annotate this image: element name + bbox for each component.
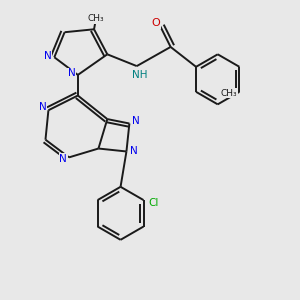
- Text: CH₃: CH₃: [221, 89, 237, 98]
- Text: N: N: [68, 68, 75, 78]
- Text: N: N: [39, 102, 46, 112]
- Text: Cl: Cl: [148, 198, 159, 208]
- Text: NH: NH: [132, 70, 147, 80]
- Text: N: N: [59, 154, 67, 164]
- Text: N: N: [130, 146, 138, 157]
- Text: N: N: [44, 51, 52, 61]
- Text: N: N: [132, 116, 140, 126]
- Text: CH₃: CH₃: [87, 14, 104, 23]
- Text: O: O: [152, 18, 160, 28]
